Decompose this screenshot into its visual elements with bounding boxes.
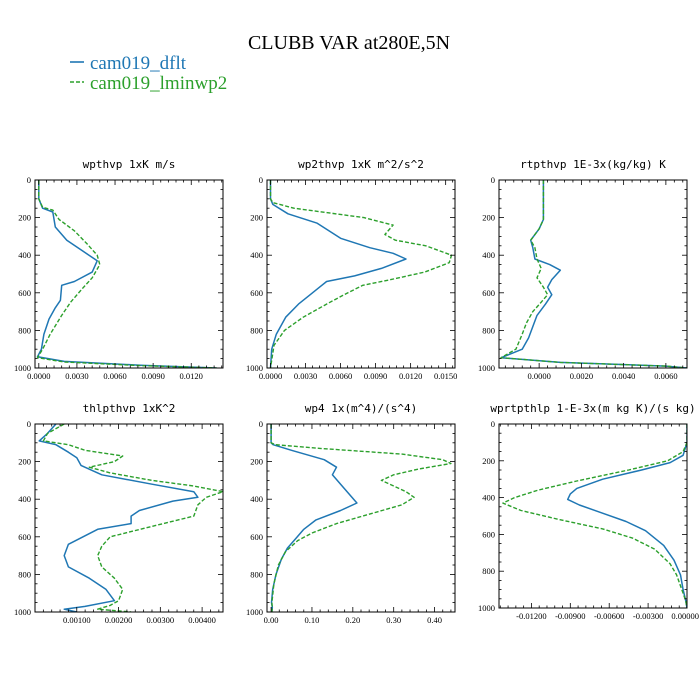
figure-title: CLUBB VAR at280E,5N xyxy=(248,32,450,54)
x-tick-label: 0.00100 xyxy=(63,615,91,625)
series-line-dflt xyxy=(566,424,687,608)
x-tick-label: 0.0060 xyxy=(654,371,677,381)
y-tick-label: 200 xyxy=(18,457,31,467)
y-tick-label: 0 xyxy=(491,175,495,185)
y-tick-label: 1000 xyxy=(478,603,495,613)
series-line-dflt xyxy=(270,424,358,612)
x-tick-label: 0.0020 xyxy=(570,371,593,381)
y-tick-label: 600 xyxy=(482,529,495,539)
x-tick-label: 0.0030 xyxy=(294,371,317,381)
panel-6: wprtpthlp 1-E-3x(m kg K)/(s kg) 0 200 400 60… xyxy=(478,402,699,621)
y-tick-label: 1000 xyxy=(246,363,263,373)
x-tick-label: 0.0000 xyxy=(27,371,50,381)
series-line-dflt xyxy=(500,180,687,368)
y-tick-label: 0 xyxy=(27,175,31,185)
x-tick-label: 0.40 xyxy=(427,615,442,625)
y-tick-label: 1000 xyxy=(14,363,31,373)
y-tick-label: 200 xyxy=(18,213,31,223)
y-tick-label: 600 xyxy=(250,288,263,298)
y-tick-label: 600 xyxy=(18,288,31,298)
x-tick-label: 0.0090 xyxy=(141,371,164,381)
y-tick-label: 0 xyxy=(259,419,263,429)
y-tick-label: 200 xyxy=(250,457,263,467)
x-tick-label: 0.0000 xyxy=(527,371,550,381)
panel-2: wp2thvp 1xK m^2/s^2020040060080010000.00… xyxy=(246,158,457,381)
y-tick-label: 1000 xyxy=(478,363,495,373)
series-line-lminwp2 xyxy=(502,424,687,608)
x-tick-label: 0.0090 xyxy=(364,371,387,381)
series-line-lminwp2 xyxy=(42,424,223,612)
x-tick-label: 0.30 xyxy=(386,615,401,625)
series-line-dflt xyxy=(269,180,407,368)
y-tick-label: 400 xyxy=(18,494,31,504)
y-tick-label: 0 xyxy=(259,175,263,185)
series-line-lminwp2 xyxy=(36,180,217,368)
plot-frame xyxy=(498,423,688,609)
x-tick-label: 0.0120 xyxy=(180,371,203,381)
y-tick-label: 600 xyxy=(250,532,263,542)
y-tick-label: 800 xyxy=(250,325,263,335)
y-tick-label: 200 xyxy=(250,213,263,223)
x-tick-label: 0.0120 xyxy=(399,371,422,381)
x-tick-label: -0.00900 xyxy=(555,611,585,621)
x-tick-label: 0.00200 xyxy=(105,615,133,625)
y-tick-label: 0 xyxy=(27,419,31,429)
x-tick-label: 0.0060 xyxy=(103,371,126,381)
y-tick-label: 800 xyxy=(482,566,495,576)
x-tick-label: 0.0000 xyxy=(259,371,282,381)
y-tick-label: 800 xyxy=(18,569,31,579)
x-tick-label: -0.00300 xyxy=(633,611,663,621)
x-tick-label: 0.00300 xyxy=(147,615,175,625)
y-tick-label: 1000 xyxy=(14,607,31,617)
plot-frame xyxy=(266,423,456,613)
y-tick-label: 400 xyxy=(482,493,495,503)
y-tick-label: 0 xyxy=(491,419,495,429)
y-tick-label: 400 xyxy=(482,250,495,260)
y-tick-label: 600 xyxy=(18,532,31,542)
y-tick-label: 800 xyxy=(250,569,263,579)
legend-label-dflt: cam019_dflt xyxy=(90,53,187,74)
y-tick-label: 800 xyxy=(18,325,31,335)
panel-title: wpthvp 1xK m/s xyxy=(83,158,176,171)
x-tick-label: 0.10 xyxy=(305,615,320,625)
y-tick-label: 200 xyxy=(482,213,495,223)
series-line-dflt xyxy=(36,180,217,368)
x-tick-label: 0.00 xyxy=(264,615,279,625)
x-tick-label: 0.0150 xyxy=(434,371,457,381)
panel-title: thlpthvp 1xK^2 xyxy=(83,402,176,415)
legend: cam019_dflt cam019_lminwp2 xyxy=(70,53,227,94)
x-tick-label: 0.00400 xyxy=(188,615,216,625)
panel-4: thlpthvp 1xK^2 0 200 400 600 800 1000 0.00100 0.… xyxy=(14,402,224,625)
x-tick-label: 0.20 xyxy=(345,615,360,625)
y-tick-label: 200 xyxy=(482,456,495,466)
x-tick-label: -0.00600 xyxy=(594,611,624,621)
y-tick-label: 600 xyxy=(482,288,495,298)
y-tick-label: 1000 xyxy=(246,607,263,617)
panel-title: rtpthvp 1E-3x(kg/kg) K xyxy=(520,158,666,171)
series-line-dflt xyxy=(38,424,199,612)
x-tick-label: 0.0040 xyxy=(612,371,635,381)
y-tick-label: 800 xyxy=(482,325,495,335)
x-tick-label: 0.00000 xyxy=(671,611,699,621)
plot-frame xyxy=(34,423,224,613)
legend-label-lminwp2: cam019_lminwp2 xyxy=(90,73,227,94)
series-line-lminwp2 xyxy=(270,424,452,612)
plot-frame xyxy=(34,179,224,369)
y-tick-label: 400 xyxy=(250,494,263,504)
panel-title: wp4 1x(m^4)/(s^4) xyxy=(305,402,418,415)
y-tick-label: 400 xyxy=(18,250,31,260)
x-tick-label: -0.01200 xyxy=(516,611,546,621)
panel-3: rtpthvp 1E-3x(kg/kg) K 0 200 400 600 800 1000 0… xyxy=(478,158,688,381)
series-line-lminwp2 xyxy=(500,180,687,368)
panel-title: wprtpthlp 1-E-3x(m kg K)/(s kg) xyxy=(490,402,695,415)
panel-title: wp2thvp 1xK m^2/s^2 xyxy=(298,158,424,171)
y-tick-label: 400 xyxy=(250,250,263,260)
series-line-lminwp2 xyxy=(269,180,453,368)
x-tick-label: 0.0060 xyxy=(329,371,352,381)
x-tick-label: 0.0030 xyxy=(65,371,88,381)
